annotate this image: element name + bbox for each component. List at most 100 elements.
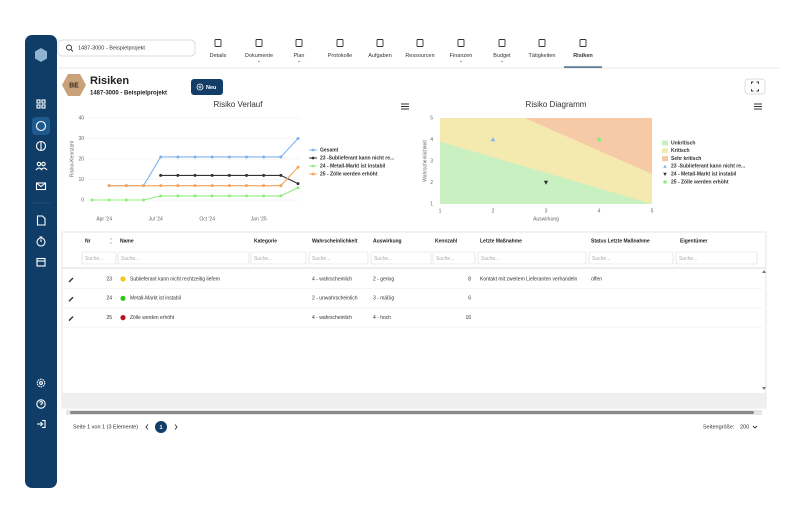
- legend-label[interactable]: 25 - Zölle werden erhöht: [671, 179, 729, 185]
- nav-tab[interactable]: Details: [210, 53, 227, 59]
- fullscreen-icon: [751, 81, 759, 92]
- filter-input[interactable]: [432, 251, 476, 265]
- chart-title: Risiko Diagramm: [526, 100, 587, 109]
- chart-menu[interactable]: [401, 103, 409, 110]
- data-point: [227, 184, 231, 188]
- cell: Metall-Markt ist instabil: [130, 296, 181, 302]
- sort-icon: [109, 237, 113, 245]
- nav-icon: [295, 39, 303, 47]
- data-point: [279, 184, 283, 188]
- column-header[interactable]: Nr: [85, 238, 91, 244]
- filter-input[interactable]: [250, 251, 307, 265]
- people-icon[interactable]: [35, 161, 48, 171]
- help-icon[interactable]: [36, 399, 46, 409]
- data-point: [176, 155, 180, 159]
- column-header[interactable]: Wahrscheinlichkeit: [312, 238, 358, 244]
- filter-input[interactable]: [370, 251, 432, 265]
- filter-input[interactable]: [477, 251, 587, 265]
- fullscreen-button[interactable]: [744, 78, 766, 95]
- project-badge: [62, 74, 86, 96]
- legend-label[interactable]: 24 - Metall-Markt ist instabil: [671, 172, 737, 178]
- column-header[interactable]: Eigentümer: [680, 238, 708, 244]
- column-header[interactable]: Auswirkung: [373, 238, 402, 244]
- legend-label[interactable]: Gesamt: [320, 147, 339, 153]
- filter-placeholder: Suche...: [436, 256, 454, 262]
- column-header[interactable]: Status Letzte Maßnahme: [591, 238, 650, 244]
- cell: 2 - gering: [373, 276, 394, 282]
- finance-icon[interactable]: [35, 140, 47, 152]
- column-header[interactable]: Letzte Maßnahme: [480, 238, 522, 244]
- nav-tab[interactable]: Plan: [293, 53, 304, 59]
- report-icon[interactable]: [36, 215, 46, 226]
- legend-marker: [311, 156, 315, 160]
- data-point: [262, 173, 266, 177]
- scrollbar-thumb[interactable]: [70, 411, 754, 414]
- legend-label[interactable]: 25 - Zölle werden erhöht: [320, 171, 378, 177]
- data-point: [262, 194, 266, 198]
- calendar-icon[interactable]: [36, 257, 46, 267]
- timer-icon[interactable]: [36, 236, 46, 247]
- edit-icon[interactable]: [68, 316, 74, 322]
- column-header[interactable]: Name: [120, 238, 134, 244]
- column-header[interactable]: Kategorie: [254, 238, 277, 244]
- next-page[interactable]: [174, 424, 178, 430]
- search-box[interactable]: [57, 39, 196, 57]
- nav-tab[interactable]: Tätigkeiten: [529, 53, 556, 59]
- edit-icon[interactable]: [68, 277, 74, 283]
- page-size[interactable]: 200: [740, 424, 749, 430]
- nav-icon: [416, 39, 424, 47]
- legend-label[interactable]: 23 -Sublieferant kann nicht re...: [671, 164, 746, 170]
- nav-tab[interactable]: Budget: [493, 53, 511, 59]
- legend-marker: [311, 164, 315, 168]
- current-page: 1: [159, 425, 162, 431]
- prev-page[interactable]: [145, 424, 149, 430]
- data-point: [210, 194, 214, 198]
- nav-tab[interactable]: Dokumente: [245, 53, 273, 59]
- logout-icon[interactable]: [37, 419, 46, 429]
- cell: 4 - hoch: [373, 315, 391, 321]
- legend-label[interactable]: 23 -Sublieferant kann nicht re...: [320, 155, 395, 161]
- current-page-bg[interactable]: [155, 421, 167, 433]
- filter-input[interactable]: [588, 251, 674, 265]
- filter-placeholder: Suche...: [592, 256, 610, 262]
- mail-icon[interactable]: [35, 182, 47, 191]
- page-size-label: Seitengröße:: [703, 424, 735, 430]
- cell: 24: [106, 296, 112, 302]
- legend-label[interactable]: Kritisch: [671, 148, 690, 154]
- nav-tab[interactable]: Ressourcen: [405, 53, 434, 59]
- data-point: [193, 184, 197, 188]
- data-point: [296, 182, 300, 186]
- filter-placeholder: Suche...: [481, 256, 499, 262]
- cell: 3 - mäßig: [373, 296, 394, 302]
- filter-input[interactable]: [675, 251, 758, 265]
- legend-swatch: [662, 140, 668, 146]
- edit-icon[interactable]: [68, 296, 74, 302]
- risk-point: [596, 137, 602, 142]
- cell: Kontakt mit zweitem Lieferanten verhande…: [480, 276, 577, 282]
- nav-tab[interactable]: Aufgaben: [368, 53, 392, 59]
- dashboard-icon[interactable]: [36, 99, 46, 109]
- settings-icon[interactable]: [36, 378, 46, 388]
- legend-label[interactable]: 24 - Metall-Markt ist instabil: [320, 163, 386, 169]
- chart-menu[interactable]: [754, 103, 762, 110]
- risk-icon[interactable]: [35, 120, 47, 132]
- page-size-dropdown[interactable]: [752, 425, 758, 429]
- series-line: [92, 187, 299, 201]
- search-text: 1487-3000 - Beispielprojekt: [78, 45, 145, 51]
- nav-icon: [214, 39, 222, 47]
- legend-label[interactable]: Sehr kritisch: [671, 156, 701, 162]
- nav-dropdown-dot: [298, 60, 300, 63]
- filter-input[interactable]: [308, 251, 369, 265]
- nav-tab[interactable]: Protokolle: [328, 53, 352, 59]
- filter-input[interactable]: [117, 251, 250, 265]
- column-header[interactable]: Kennzahl: [435, 238, 458, 244]
- filter-input[interactable]: [81, 251, 117, 265]
- new-button[interactable]: [191, 79, 223, 95]
- nav-tab[interactable]: Risiken: [573, 53, 593, 59]
- x-tick-label: 1: [439, 208, 442, 214]
- data-point: [159, 194, 163, 198]
- legend-label[interactable]: Unkritisch: [671, 140, 695, 146]
- new-button-label: Neu: [206, 85, 216, 91]
- nav-tab[interactable]: Finanzen: [450, 53, 473, 59]
- cell: Zölle werden erhöht: [130, 315, 175, 321]
